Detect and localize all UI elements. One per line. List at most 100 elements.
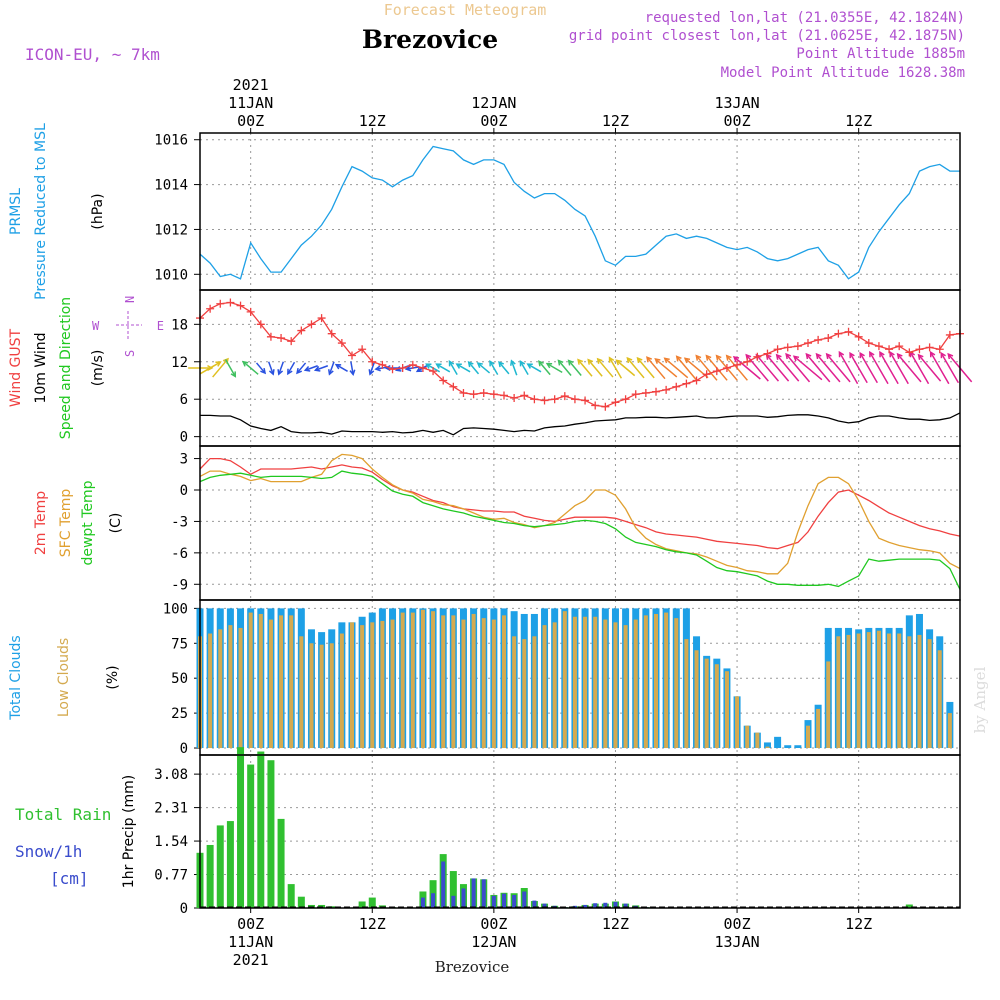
rain-bar — [226, 821, 234, 908]
gust-marker — [388, 365, 397, 374]
y-tick-label: 2.31 — [154, 801, 188, 817]
wind-arrow-head — [805, 352, 812, 360]
y-tick-label: 100 — [163, 601, 188, 617]
wind-arrow-shaft — [577, 359, 593, 377]
wind-arrow-head — [334, 363, 342, 370]
gust-marker — [408, 360, 417, 369]
time-label-top: 2021 — [233, 76, 269, 94]
low-cloud-bar — [218, 629, 223, 749]
wind-arrow-shaft — [448, 360, 458, 376]
gust-marker — [824, 334, 833, 343]
wind-arrow-shaft — [849, 352, 868, 384]
precip-legend-label: Total Rain — [15, 805, 111, 824]
low-cloud-bar — [866, 632, 871, 749]
gust-marker — [540, 396, 549, 405]
y-axis-label: Total Clouds — [8, 635, 24, 720]
wind-arrow-head — [476, 362, 483, 369]
y-tick-label: 25 — [171, 706, 188, 722]
gust-marker — [216, 299, 225, 308]
watermark: by Angel — [971, 666, 989, 733]
gust-marker — [722, 364, 731, 372]
gust-marker — [834, 329, 843, 338]
wind-arrow-head — [425, 363, 432, 369]
rain-bar — [267, 760, 275, 908]
gust-marker — [631, 390, 640, 399]
wind-arrow-head — [626, 356, 633, 364]
y-tick-label: -3 — [171, 514, 188, 530]
gust-marker — [530, 395, 539, 404]
snow-bar — [502, 893, 506, 908]
gust-marker — [277, 334, 286, 343]
wind-arrow-shaft — [255, 362, 266, 374]
time-label-top: 00Z — [480, 112, 507, 130]
low-cloud-bar — [400, 612, 405, 749]
low-cloud-bar — [806, 725, 810, 749]
y-tick-label: 50 — [171, 671, 188, 687]
low-cloud-bar — [593, 616, 598, 749]
wind-arrow-shaft — [267, 361, 274, 375]
wind-arrow-head — [815, 352, 822, 360]
low-cloud-bar — [826, 661, 831, 749]
wind-arrow-shaft — [745, 354, 769, 382]
low-cloud-bar — [846, 634, 851, 749]
low-cloud-bar — [917, 634, 922, 749]
low-cloud-bar — [309, 643, 314, 749]
wind-arrow-shaft — [664, 357, 689, 379]
wind-arrow-head — [287, 368, 293, 376]
y-tick-label: 6 — [180, 392, 188, 408]
low-cloud-bar — [268, 619, 273, 749]
time-label-bottom: 12Z — [845, 915, 872, 933]
time-label-top: 12Z — [845, 112, 872, 130]
gust-marker — [327, 329, 336, 338]
wind-arrow-shaft — [489, 360, 499, 376]
wind-arrow-shaft — [597, 358, 614, 378]
wind-arrow-shaft — [538, 360, 551, 376]
wind-arrow-shaft — [654, 358, 678, 378]
wind-arrow-head — [849, 351, 855, 359]
wind-arrow-head — [859, 351, 865, 359]
bottom-location: Brezovice — [435, 958, 510, 976]
gust-marker — [591, 401, 600, 410]
precip-legend-label: Snow/1h — [15, 842, 82, 861]
low-cloud-bar — [471, 613, 476, 749]
gust-marker — [337, 339, 346, 348]
gust-marker — [550, 395, 559, 404]
low-cloud-bar — [319, 644, 324, 749]
low-cloud-bar — [724, 671, 729, 749]
wind-arrow-head — [869, 350, 875, 358]
low-cloud-bar — [380, 620, 385, 749]
gust-marker — [874, 342, 883, 351]
wind-arrow-head — [896, 352, 903, 360]
rain-bar — [277, 818, 285, 908]
snow-bar — [583, 904, 588, 908]
wind-arrow-shaft — [889, 351, 909, 385]
wind-arrow-shaft — [940, 352, 960, 384]
y-tick-label: 0.77 — [154, 868, 188, 884]
wind-arrow-shaft — [909, 351, 930, 385]
low-cloud-bar — [876, 630, 881, 749]
low-cloud-bar — [299, 636, 304, 749]
rain-bar — [247, 764, 255, 908]
y-tick-label: 0 — [180, 483, 188, 499]
gust-marker — [358, 345, 367, 354]
y-tick-label: 75 — [171, 636, 188, 652]
snow-bar — [461, 888, 466, 908]
gust-marker — [641, 388, 650, 397]
y-axis-label: (hPa) — [90, 193, 106, 229]
wind-arrow-head — [455, 363, 462, 369]
gust-marker — [652, 387, 660, 396]
wind-arrow-shaft — [897, 353, 922, 383]
wind-arrow-head — [448, 360, 455, 367]
wind-arrow-shaft — [568, 360, 582, 376]
low-cloud-bar — [674, 618, 679, 749]
rain-bar — [318, 904, 326, 908]
low-cloud-bar — [420, 609, 425, 749]
y-tick-label: 1.54 — [154, 834, 188, 850]
time-label-bottom: 12Z — [359, 915, 386, 933]
gust-marker — [489, 390, 498, 399]
gust-marker — [702, 370, 711, 379]
compass-w: W — [92, 319, 100, 333]
snow-bar — [431, 893, 436, 908]
total-cloud-bar — [794, 745, 802, 749]
low-cloud-bar — [350, 622, 354, 749]
